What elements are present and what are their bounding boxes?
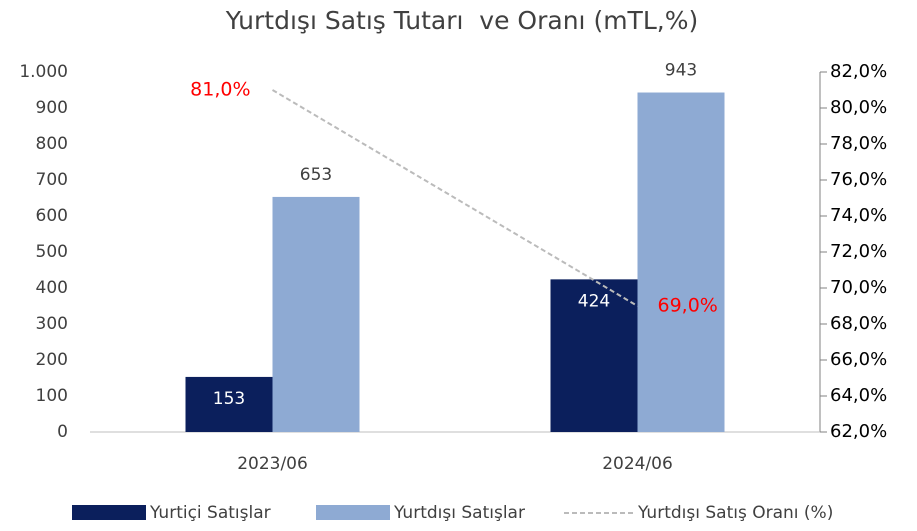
y-tick-label: 700 — [36, 170, 68, 190]
y2-tick-label: 82,0% — [830, 61, 887, 82]
y2-tick-label: 72,0% — [830, 241, 887, 262]
legend-label: Yurtdışı Satışlar — [393, 503, 525, 523]
y-tick-label: 500 — [36, 242, 68, 262]
y-tick-label: 1.000 — [19, 62, 68, 82]
bar-value-label: 943 — [665, 61, 697, 81]
y2-tick-label: 68,0% — [830, 313, 887, 334]
y2-tick-label: 66,0% — [830, 349, 887, 370]
x-tick-label: 2024/06 — [602, 454, 673, 474]
y-tick-label: 200 — [36, 350, 68, 370]
y-tick-label: 900 — [36, 98, 68, 118]
legend-label: Yurtdışı Satış Oranı (%) — [637, 503, 833, 523]
y-tick-label: 600 — [36, 206, 68, 226]
y-tick-label: 800 — [36, 134, 68, 154]
y2-tick-label: 74,0% — [830, 205, 887, 226]
y-tick-label: 400 — [36, 278, 68, 298]
y2-tick-label: 62,0% — [830, 421, 887, 442]
y2-tick-label: 64,0% — [830, 385, 887, 406]
y2-tick-label: 80,0% — [830, 97, 887, 118]
y-tick-label: 300 — [36, 314, 68, 334]
legend-swatch — [72, 505, 146, 520]
bar — [637, 92, 725, 433]
line-value-label: 69,0% — [658, 295, 718, 317]
line — [271, 89, 639, 307]
x-tick-label: 2023/06 — [237, 454, 308, 474]
y-tick-label: 100 — [36, 386, 68, 406]
bar-value-label: 153 — [213, 389, 245, 409]
legend-swatch — [316, 505, 390, 520]
legend-label: Yurtiçi Satışlar — [149, 503, 271, 523]
y2-tick-label: 78,0% — [830, 133, 887, 154]
line-value-label: 81,0% — [190, 79, 250, 101]
y-tick-label: 0 — [57, 422, 68, 442]
bar — [185, 376, 273, 432]
chart-title: Yurtdışı Satış Tutarı ve Oranı (mTL,%) — [225, 6, 698, 35]
y2-tick-label: 76,0% — [830, 169, 887, 190]
bar — [272, 196, 360, 432]
y2-tick-label: 70,0% — [830, 277, 887, 298]
bar — [550, 279, 638, 432]
bar-value-label: 653 — [300, 165, 332, 185]
bar-value-label: 424 — [578, 291, 610, 311]
